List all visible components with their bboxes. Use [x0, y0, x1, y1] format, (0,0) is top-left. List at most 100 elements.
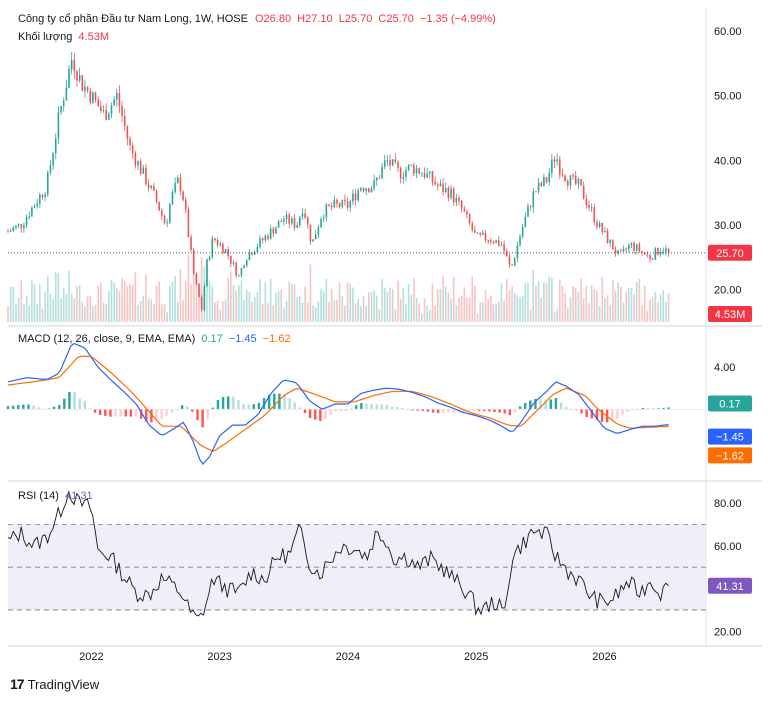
- volume-bar: [200, 257, 203, 322]
- candle-body: [415, 168, 418, 174]
- macd-hist-bar: [134, 409, 138, 417]
- candle-body: [556, 159, 558, 162]
- candle-body: [192, 249, 195, 275]
- volume-bar: [620, 286, 622, 322]
- volume-bar: [349, 284, 352, 322]
- macd-hist-bar: [83, 400, 87, 410]
- candle-body: [166, 222, 168, 224]
- volume-bar: [373, 290, 375, 322]
- volume-bar: [54, 272, 57, 322]
- volume-bar: [251, 301, 253, 322]
- candle-body: [20, 224, 23, 229]
- volume-bar: [630, 287, 633, 322]
- volume-bar: [23, 304, 25, 322]
- volume-bar: [625, 291, 627, 322]
- volume-bar: [487, 299, 489, 322]
- candle-body: [142, 167, 145, 174]
- volume-bar: [187, 255, 190, 322]
- macd-hist-bar: [472, 409, 476, 411]
- volume-bar: [304, 286, 306, 322]
- candle-body: [121, 106, 123, 117]
- volume-bar: [537, 280, 540, 322]
- macd-hist-bar: [483, 409, 486, 412]
- macd-hist-bar: [375, 404, 378, 410]
- macd-hist-bar: [226, 396, 230, 410]
- candle-body: [259, 238, 261, 248]
- candle-body: [450, 188, 452, 199]
- macd-hist-bar: [288, 398, 291, 410]
- symbol-title: Công ty cổ phần Đầu tư Nam Long, 1W, HOS…: [18, 13, 248, 25]
- volume-bar: [277, 290, 280, 322]
- candle-body: [383, 160, 386, 167]
- macd-hist-bar: [554, 398, 558, 410]
- tradingview-logo[interactable]: 17 TradingView: [10, 676, 99, 692]
- volume-bar: [604, 298, 606, 322]
- candle-body: [267, 235, 269, 239]
- macd-hist-bar: [211, 407, 215, 410]
- candle-body: [657, 248, 659, 255]
- volume-bar: [535, 286, 537, 322]
- candle-body: [272, 228, 275, 234]
- candle-body: [580, 179, 582, 186]
- candle-body: [429, 171, 431, 174]
- volume-bar: [108, 291, 110, 322]
- macd-hist-bar: [344, 409, 348, 412]
- volume-bar: [253, 297, 256, 322]
- macd-hist-bar: [52, 406, 56, 410]
- macd-hist-bar: [524, 403, 527, 410]
- volume-bar: [248, 292, 251, 322]
- volume-bar: [466, 297, 468, 322]
- candle-body: [118, 92, 121, 107]
- volume-bar: [28, 305, 31, 322]
- volume-bar: [206, 263, 208, 322]
- macd-hist-bar: [27, 404, 30, 410]
- candle-body: [341, 199, 344, 208]
- volume-bar: [588, 303, 590, 322]
- candle-body: [566, 181, 569, 186]
- macd-hist-bar: [390, 406, 394, 410]
- macd-hist-bar: [334, 409, 337, 412]
- candle-body: [46, 172, 49, 195]
- rsi-band-fill: [8, 524, 706, 610]
- volume-bar: [442, 275, 444, 322]
- volume-bar: [243, 300, 245, 322]
- volume-bar: [322, 291, 325, 322]
- candle-body: [588, 204, 590, 208]
- tradingview-wordmark: TradingView: [27, 676, 100, 692]
- candle-body: [314, 234, 317, 240]
- macd-hist-bar: [380, 404, 384, 410]
- candle-body: [280, 221, 283, 223]
- macd-hist-bar: [652, 408, 655, 410]
- candle-body: [174, 183, 176, 192]
- volume-bar: [497, 301, 500, 322]
- macd-hist-bar: [549, 399, 553, 410]
- volume-bar: [389, 287, 391, 322]
- volume-bar: [238, 285, 240, 322]
- candle-body: [596, 221, 598, 227]
- volume-bar: [105, 303, 107, 322]
- candle-body: [434, 182, 436, 185]
- rsi-header: RSI (14) 41.31: [18, 490, 93, 502]
- volume-bar: [665, 302, 667, 322]
- volume-bar: [280, 289, 283, 322]
- candle-body: [360, 188, 362, 191]
- candle-body: [394, 159, 397, 163]
- volume-bar: [484, 289, 487, 322]
- axis-badges: 25.70 4.53M 0.17 −1.45 −1.62 41.31: [708, 244, 752, 594]
- macd-hist-bar: [621, 409, 624, 416]
- candle-body: [317, 227, 320, 235]
- volume-bar: [68, 270, 70, 322]
- volume-bar: [338, 282, 341, 322]
- volume-bar: [208, 280, 211, 322]
- macd-hist-bar: [395, 407, 399, 410]
- volume-bar: [92, 305, 94, 322]
- volume-bar: [25, 296, 28, 322]
- volume-bar: [153, 303, 155, 322]
- macd-hist-bar: [180, 405, 184, 410]
- candle-body: [551, 159, 553, 173]
- volume-bar: [368, 292, 370, 322]
- candle-body: [466, 211, 468, 215]
- volume-bar: [577, 291, 580, 322]
